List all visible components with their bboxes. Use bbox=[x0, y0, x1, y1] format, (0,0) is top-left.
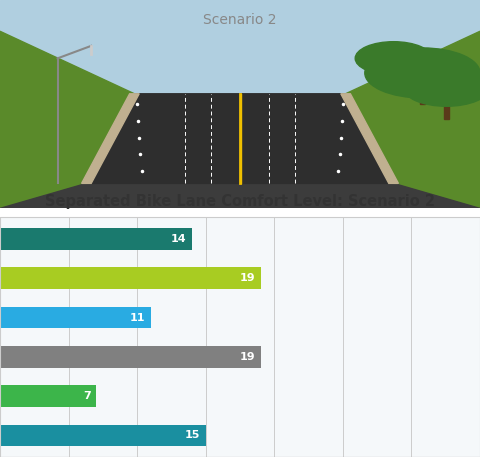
Text: 19: 19 bbox=[240, 352, 255, 362]
Circle shape bbox=[403, 69, 480, 106]
Polygon shape bbox=[341, 94, 398, 183]
Bar bbox=[0, 346, 261, 367]
Bar bbox=[391, 58, 396, 90]
Text: 14: 14 bbox=[171, 234, 187, 244]
Bar bbox=[0, 183, 480, 208]
Polygon shape bbox=[346, 31, 480, 208]
Polygon shape bbox=[86, 94, 394, 183]
Polygon shape bbox=[82, 94, 139, 183]
Polygon shape bbox=[0, 183, 480, 208]
Bar bbox=[420, 73, 425, 104]
Polygon shape bbox=[0, 31, 134, 208]
Bar bbox=[0, 267, 261, 289]
Text: 19: 19 bbox=[240, 273, 255, 283]
Circle shape bbox=[355, 42, 432, 75]
Text: 7: 7 bbox=[83, 391, 91, 401]
Text: 15: 15 bbox=[185, 430, 200, 440]
Bar bbox=[444, 88, 449, 119]
Text: Scenario 2: Scenario 2 bbox=[203, 12, 277, 27]
Circle shape bbox=[365, 48, 480, 98]
Bar bbox=[0, 228, 192, 250]
Bar bbox=[0, 307, 151, 328]
Bar bbox=[0, 0, 480, 135]
Bar bbox=[0, 385, 96, 407]
Text: 11: 11 bbox=[130, 313, 145, 323]
Bar bbox=[0, 425, 206, 446]
Title: Separated Bike Lane Comfort Level: Scenario 2: Separated Bike Lane Comfort Level: Scena… bbox=[45, 194, 435, 209]
